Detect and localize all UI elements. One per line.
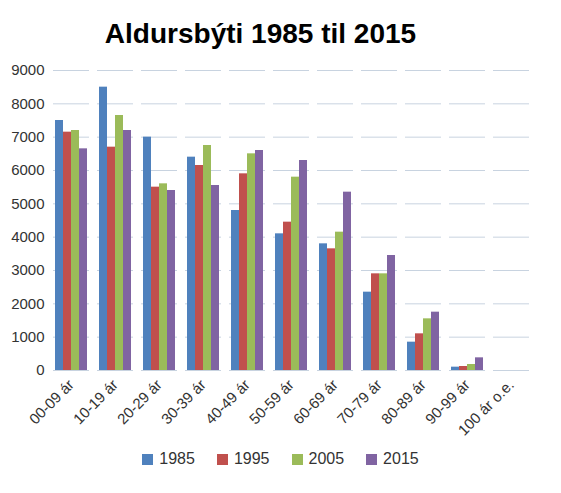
svg-text:2000: 2000 <box>11 295 44 312</box>
svg-text:4000: 4000 <box>11 228 44 245</box>
svg-text:9000: 9000 <box>11 61 44 78</box>
svg-text:20-29 ár: 20-29 ár <box>113 376 165 428</box>
svg-text:80-89 ár: 80-89 ár <box>377 376 429 428</box>
svg-text:7000: 7000 <box>11 128 44 145</box>
html-text:2015: 2015 <box>383 450 419 467</box>
svg-text:5000: 5000 <box>11 195 44 212</box>
html-text:1995: 1995 <box>233 450 270 467</box>
svg-text:1000: 1000 <box>11 328 44 345</box>
svg-text:70-79 ár: 70-79 ár <box>333 376 385 428</box>
svg-text:6000: 6000 <box>11 161 44 178</box>
svg-text:90-99 ár: 90-99 ár <box>421 375 473 428</box>
svg-text:40-49 ár: 40-49 ár <box>201 376 253 428</box>
svg-text:8000: 8000 <box>11 95 44 112</box>
svg-text:50-59 ár: 50-59 ár <box>245 376 297 428</box>
html-text:Aldursbýti 1985 til 2015: Aldursbýti 1985 til 2015 <box>104 18 417 49</box>
svg-text:00-09 ár: 00-09 ár <box>25 376 77 428</box>
html-text:1985: 1985 <box>159 450 195 467</box>
svg-text:30-39 ár: 30-39 ár <box>157 376 209 428</box>
svg-text:10-19 ár: 10-19 ár <box>69 376 121 428</box>
svg-text:3000: 3000 <box>11 261 44 278</box>
html-text:2005: 2005 <box>308 450 345 467</box>
svg-text:0: 0 <box>36 361 44 378</box>
svg-text:100 ár o.e.: 100 ár o.e. <box>454 376 517 439</box>
svg-text:60-69 ár: 60-69 ár <box>289 376 341 428</box>
